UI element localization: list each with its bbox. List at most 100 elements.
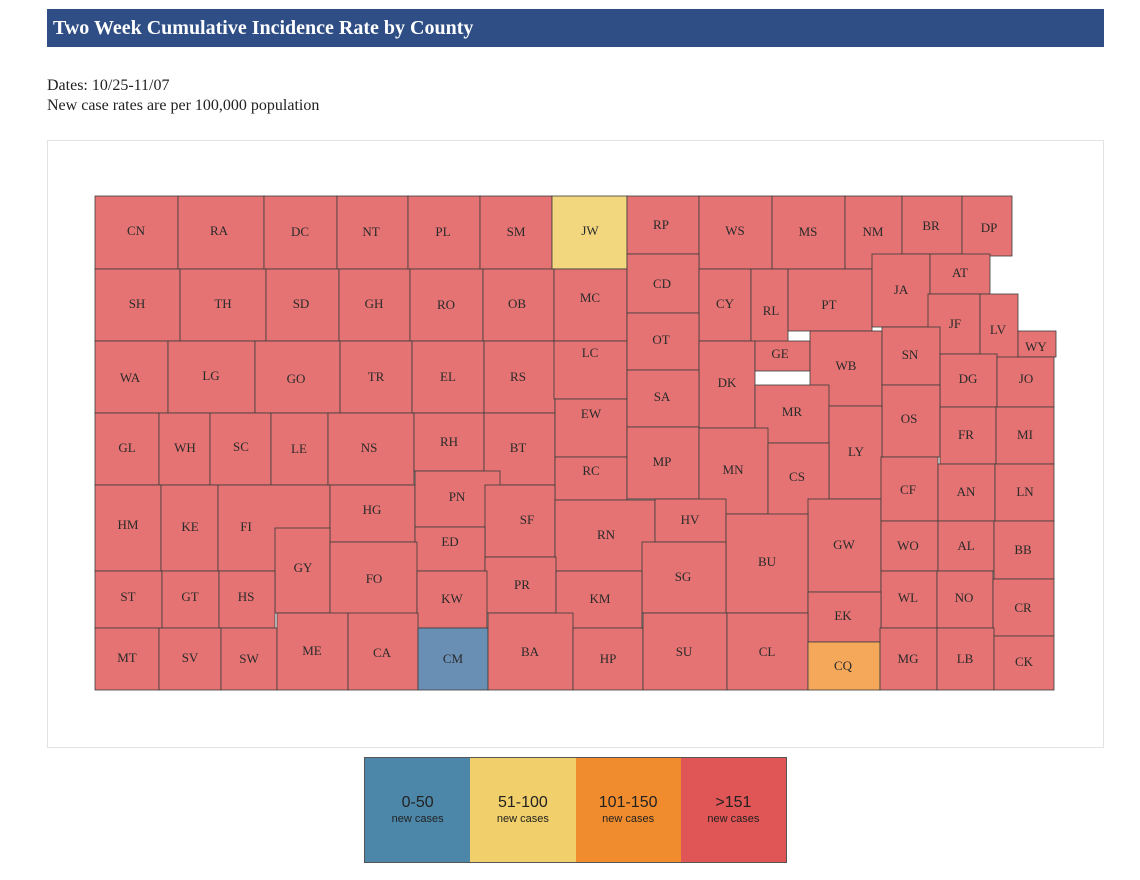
- county-os[interactable]: [881, 384, 941, 458]
- county-cn[interactable]: [94, 195, 179, 270]
- county-mc[interactable]: [553, 268, 628, 342]
- county-ed[interactable]: [414, 526, 486, 572]
- county-gt[interactable]: [161, 570, 220, 629]
- county-label-cq: CQ: [834, 658, 853, 673]
- county-label-mi: MI: [1017, 427, 1033, 442]
- county-th[interactable]: [179, 268, 267, 342]
- county-label-mt: MT: [117, 650, 137, 665]
- county-ms[interactable]: [771, 195, 846, 270]
- county-label-ja: JA: [894, 282, 909, 297]
- county-mp[interactable]: [626, 426, 700, 500]
- county-ca[interactable]: [347, 612, 419, 691]
- county-hs[interactable]: [218, 570, 276, 629]
- county-no[interactable]: [936, 570, 994, 629]
- county-sf[interactable]: [484, 484, 556, 558]
- county-sh[interactable]: [94, 268, 181, 342]
- county-dk[interactable]: [698, 340, 756, 429]
- county-ra[interactable]: [177, 195, 265, 270]
- county-ja[interactable]: [871, 253, 931, 328]
- county-label-ke: KE: [181, 519, 198, 534]
- county-sa[interactable]: [626, 369, 700, 428]
- county-el[interactable]: [411, 340, 485, 414]
- county-pl[interactable]: [407, 195, 481, 270]
- county-ew[interactable]: [554, 398, 628, 458]
- county-cf[interactable]: [880, 456, 939, 522]
- county-label-cr: CR: [1014, 600, 1032, 615]
- county-rl[interactable]: [750, 268, 789, 348]
- county-gw[interactable]: [807, 498, 882, 593]
- county-jw[interactable]: [551, 195, 628, 270]
- county-mi[interactable]: [995, 406, 1055, 465]
- county-tr[interactable]: [339, 340, 413, 414]
- county-label-jf: JF: [949, 316, 961, 331]
- county-gy[interactable]: [274, 527, 331, 614]
- county-rh[interactable]: [413, 412, 485, 472]
- county-ob[interactable]: [482, 268, 555, 342]
- county-label-an: AN: [957, 484, 976, 499]
- county-wy[interactable]: [1017, 330, 1057, 358]
- county-ns[interactable]: [327, 412, 415, 486]
- county-label-me: ME: [302, 643, 322, 658]
- county-label-ws: WS: [725, 223, 745, 238]
- county-kw[interactable]: [416, 570, 488, 629]
- county-mg[interactable]: [879, 627, 938, 691]
- county-su[interactable]: [642, 612, 728, 691]
- legend-range: 51-100: [497, 794, 548, 811]
- county-lb[interactable]: [936, 627, 995, 691]
- county-go[interactable]: [254, 340, 341, 414]
- county-fo[interactable]: [329, 541, 418, 615]
- county-gl[interactable]: [94, 412, 160, 486]
- county-ge[interactable]: [754, 340, 811, 372]
- county-rn[interactable]: [554, 499, 656, 572]
- county-rc[interactable]: [554, 456, 628, 501]
- county-label-gl: GL: [118, 440, 135, 455]
- rate-note: New case rates are per 100,000 populatio…: [47, 97, 320, 114]
- county-pt[interactable]: [787, 268, 873, 332]
- county-le[interactable]: [270, 412, 329, 486]
- county-label-su: SU: [676, 644, 693, 659]
- county-hp[interactable]: [572, 627, 644, 691]
- legend-sub: new cases: [391, 813, 444, 825]
- county-sg[interactable]: [641, 541, 727, 614]
- county-sd[interactable]: [265, 268, 340, 342]
- county-rs[interactable]: [483, 340, 556, 414]
- county-bb[interactable]: [993, 520, 1055, 580]
- county-cr[interactable]: [992, 578, 1055, 637]
- county-label-rp: RP: [653, 217, 669, 232]
- county-sv[interactable]: [158, 627, 222, 691]
- county-cd[interactable]: [626, 253, 700, 314]
- county-cq[interactable]: [807, 641, 881, 691]
- county-sw[interactable]: [220, 627, 278, 691]
- county-mt[interactable]: [94, 627, 160, 691]
- county-fr[interactable]: [939, 406, 997, 465]
- county-me[interactable]: [276, 612, 349, 691]
- county-ba[interactable]: [487, 612, 574, 691]
- county-bu[interactable]: [725, 513, 809, 614]
- county-label-go: GO: [287, 371, 306, 386]
- county-sm[interactable]: [479, 195, 553, 270]
- county-label-cf: CF: [900, 482, 916, 497]
- county-label-jo: JO: [1019, 371, 1033, 386]
- county-ln[interactable]: [994, 463, 1055, 522]
- county-label-sv: SV: [182, 650, 199, 665]
- county-jo[interactable]: [996, 356, 1055, 408]
- county-at[interactable]: [929, 253, 991, 295]
- county-gh[interactable]: [338, 268, 411, 342]
- county-wh[interactable]: [158, 412, 211, 486]
- county-dp[interactable]: [961, 195, 1013, 257]
- county-an[interactable]: [937, 463, 996, 522]
- county-label-ro: RO: [437, 297, 455, 312]
- county-sc[interactable]: [209, 412, 272, 486]
- county-ck[interactable]: [993, 635, 1055, 691]
- county-cl[interactable]: [726, 612, 809, 691]
- county-label-nt: NT: [362, 224, 379, 239]
- county-wl[interactable]: [880, 570, 938, 629]
- county-label-wh: WH: [174, 440, 196, 455]
- county-cm[interactable]: [417, 627, 489, 691]
- county-wo[interactable]: [880, 520, 939, 572]
- county-hm[interactable]: [94, 484, 162, 572]
- county-label-sd: SD: [293, 296, 310, 311]
- county-pr[interactable]: [484, 556, 557, 614]
- county-ro[interactable]: [409, 268, 484, 342]
- county-label-th: TH: [214, 296, 231, 311]
